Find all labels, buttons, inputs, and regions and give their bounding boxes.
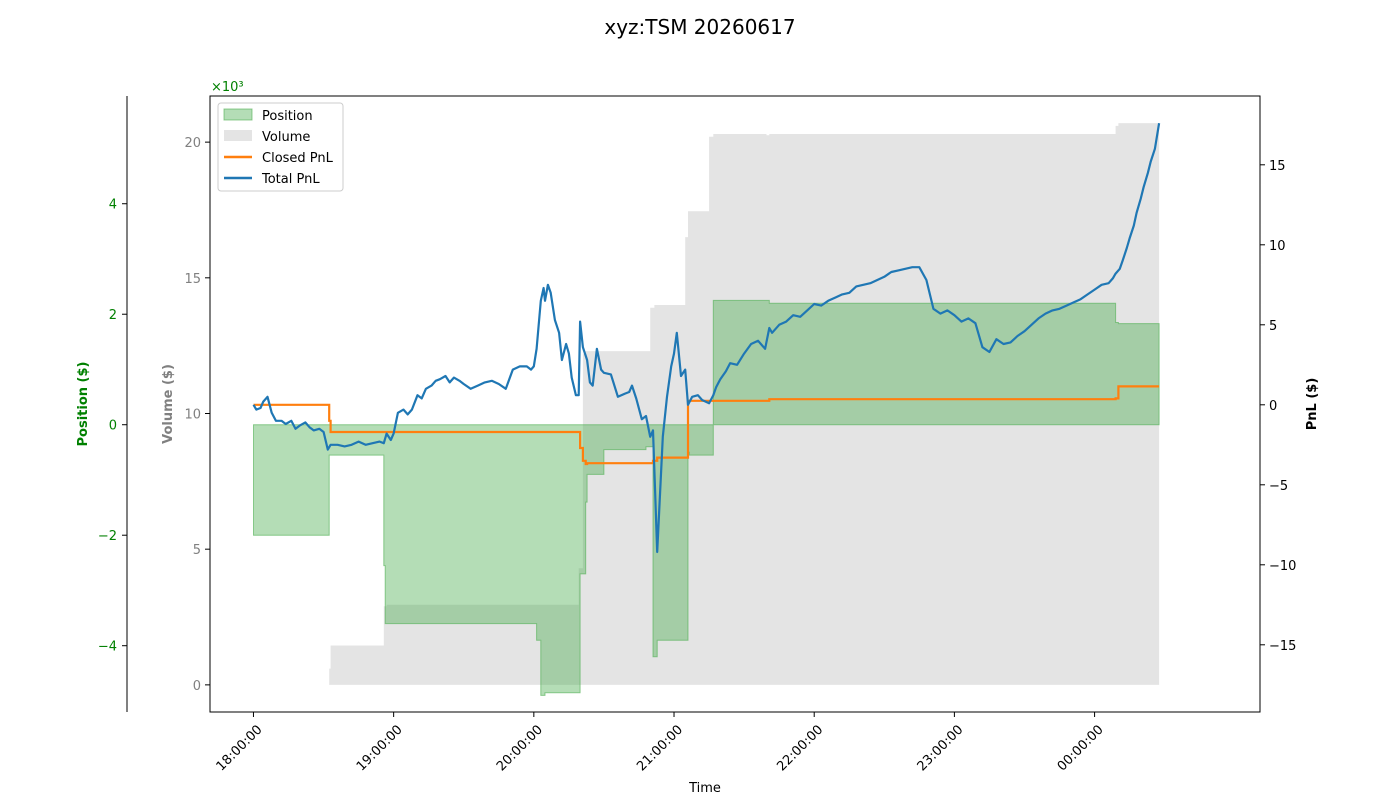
x-tick-label: 22:00:00 — [774, 722, 826, 774]
position-tick-label: 0 — [109, 419, 117, 434]
chart-legend: Position Volume Closed PnL Total PnL — [217, 102, 344, 192]
pnl-tick-label: −5 — [1269, 479, 1288, 494]
position-tick-label: −2 — [98, 529, 117, 544]
volume-tick-label: 15 — [184, 272, 201, 287]
pnl-tick-label: 5 — [1269, 319, 1277, 334]
position-tick-label: 4 — [109, 198, 117, 213]
legend-label-closed-pnl: Closed PnL — [262, 151, 334, 166]
plot-frame — [209, 95, 1261, 713]
x-tick-label: 23:00:00 — [915, 722, 967, 774]
legend-label-volume: Volume — [262, 130, 310, 145]
x-tick-label: 18:00:00 — [214, 722, 266, 774]
pnl-tick-label: 15 — [1269, 159, 1286, 174]
position-axis-label: Position ($) — [76, 362, 91, 447]
pnl-tick-label: −10 — [1269, 559, 1296, 574]
legend-frame — [217, 102, 344, 192]
pnl-axis-label: PnL ($) — [1305, 378, 1320, 431]
x-tick-label: 00:00:00 — [1055, 722, 1107, 774]
x-tick-label: 19:00:00 — [354, 722, 406, 774]
x-tick-label: 21:00:00 — [634, 722, 686, 774]
position-axis-multiplier: ×10³ — [211, 80, 244, 95]
legend-label-total-pnl: Total PnL — [261, 172, 320, 187]
closed-pnl-line — [253, 385, 1160, 466]
legend-label-position: Position — [262, 109, 313, 124]
x-tick-label: 20:00:00 — [494, 722, 546, 774]
position-tick-label: −4 — [98, 640, 117, 655]
legend-swatch-position — [223, 108, 253, 121]
legend-swatch-volume — [224, 130, 252, 141]
volume-tick-label: 5 — [193, 543, 201, 558]
volume-axis-label: Volume ($) — [161, 364, 176, 444]
pnl-tick-label: −15 — [1269, 639, 1296, 654]
pnl-tick-label: 0 — [1269, 399, 1277, 414]
volume-tick-label: 10 — [184, 407, 201, 422]
volume-area — [253, 123, 1160, 685]
pnl-tick-label: 10 — [1269, 239, 1286, 254]
x-axis-label: Time — [688, 781, 721, 796]
position-tick-label: 2 — [109, 308, 117, 323]
plot-layer — [252, 123, 1161, 696]
total-pnl-line — [252, 123, 1161, 554]
volume-tick-label: 20 — [184, 136, 201, 151]
volume-tick-label: 0 — [193, 679, 201, 694]
chart-title: xyz:TSM 20260617 — [604, 15, 795, 39]
